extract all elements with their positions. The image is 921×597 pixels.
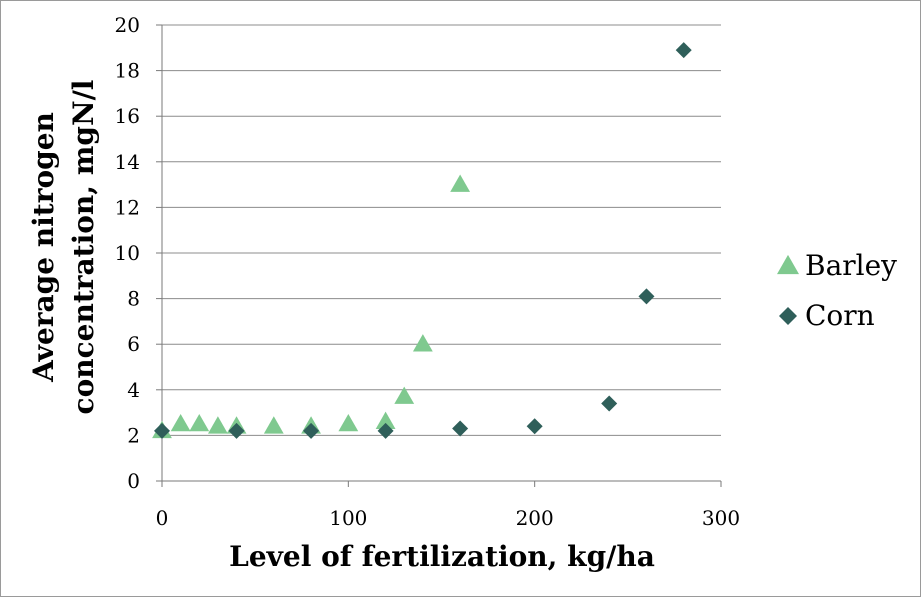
y-tick-label: 0 [127,469,140,493]
barley-point [170,413,191,432]
barley-point [208,416,228,434]
y-tick-label: 14 [115,150,140,174]
grid-lines [162,24,721,436]
data-points [152,42,692,439]
legend-item-barley: Barley [777,249,897,282]
corn-point [228,422,245,439]
y-axis-title-line-2: concentration, mgN/l [67,80,100,415]
y-axis-title-line-1: Average nitrogen [27,112,60,383]
corn-point [154,422,170,439]
y-tick-label: 4 [127,378,140,402]
y-tick-label: 10 [115,241,140,265]
barley-point [394,386,415,404]
x-tick-labels: 0 100 200 300 [156,506,740,530]
barley-point [375,411,396,430]
barley-point [263,416,284,434]
x-tick-label: 100 [329,506,367,530]
axes [156,24,722,487]
corn-point [601,395,618,412]
barley-point [412,334,433,352]
y-tick-label: 2 [127,423,140,447]
legend-item-corn: Corn [779,299,875,332]
series-corn [154,42,692,439]
series-barley [152,174,471,439]
legend-marker-corn [779,307,797,325]
x-tick-label: 0 [156,506,169,530]
y-tick-label: 20 [115,13,140,37]
legend-label-corn: Corn [805,299,875,332]
barley-point [338,413,359,432]
corn-point [638,288,655,305]
corn-point [452,420,469,437]
corn-point [675,42,692,59]
y-tick-label: 16 [115,104,140,128]
x-tick-label: 300 [702,506,740,530]
barley-point [189,413,210,432]
corn-point [377,422,394,439]
corn-point [526,418,543,435]
barley-point [450,174,471,192]
y-tick-label: 8 [127,287,140,311]
y-axis-title: Average nitrogen concentration, mgN/l [27,80,100,415]
y-tick-label: 6 [127,332,140,356]
y-tick-label: 18 [115,59,140,83]
corn-point [303,422,320,439]
x-tick-label: 200 [516,506,554,530]
y-tick-labels: 0 2 4 6 8 10 12 14 16 18 20 [115,13,140,493]
y-tick-label: 12 [115,195,140,219]
legend: Barley Corn [777,249,897,332]
legend-label-barley: Barley [805,249,897,282]
x-axis-title: Level of fertilization, kg/ha [229,540,655,573]
legend-marker-barley [777,254,799,275]
